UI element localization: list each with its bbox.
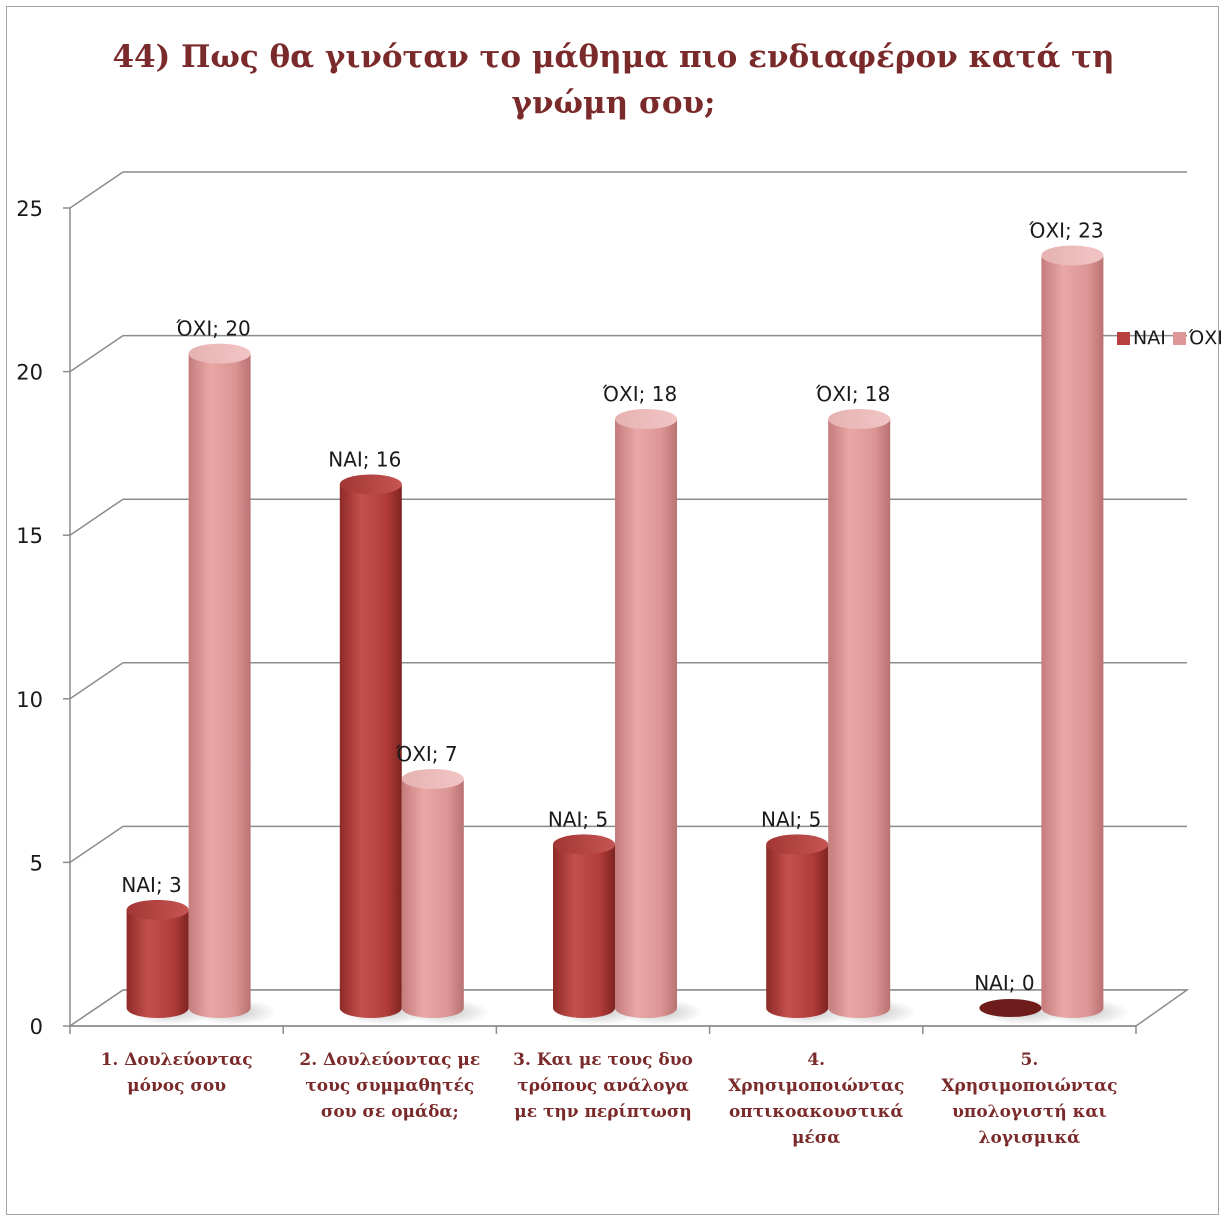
gridline-diagonal: [69, 825, 124, 864]
bar-cap-nai-1: [126, 899, 189, 920]
bar-cap-oxi-3: [615, 409, 677, 430]
bar-cap-nai-2: [339, 474, 402, 495]
data-label: ΝΑΙ; 5: [761, 807, 821, 831]
data-label: ΌΧΙ; 23: [1028, 218, 1103, 242]
data-label: ΝΑΙ; 16: [328, 447, 401, 471]
bar-oxi-3: [615, 419, 677, 1018]
y-tick-label: 0: [30, 1015, 43, 1039]
chart-title: 44) Πως θα γινόταν το μάθημα πιο ενδιαφέ…: [0, 34, 1227, 126]
bar-nai-2: [339, 484, 402, 1019]
bar-cap-oxi-4: [828, 409, 891, 430]
category-label: 1. Δουλεύοντας: [101, 1050, 253, 1070]
y-tick-label: 10: [16, 688, 43, 712]
bar-nai-5: [979, 999, 1042, 1017]
category-label: μέσα: [792, 1128, 840, 1148]
bar-cap-oxi-5: [1041, 245, 1104, 266]
legend-label-oxi: ΌΧΙ: [1188, 327, 1223, 349]
data-label: ΌΧΙ; 18: [815, 382, 890, 406]
category-label: υπολογιστή και: [952, 1102, 1107, 1122]
y-tick-label: 5: [30, 851, 43, 875]
data-label: ΝΑΙ; 5: [548, 807, 608, 831]
bar-oxi-1: [188, 353, 251, 1019]
legend-swatch-oxi: [1172, 331, 1186, 345]
bar-nai-1: [126, 909, 189, 1019]
category-label: 3. Και με τους δυο: [513, 1050, 693, 1070]
data-label: ΝΑΙ; 3: [121, 873, 181, 897]
category-label: μόνος σου: [127, 1076, 226, 1096]
gridline-diagonal: [69, 334, 124, 373]
category-label: τους συμμαθητές: [305, 1076, 474, 1096]
chart-title-line-1: 44) Πως θα γινόταν το μάθημα πιο ενδιαφέ…: [112, 39, 1115, 75]
y-tick-label: 15: [16, 524, 43, 548]
data-label: ΌΧΙ; 18: [602, 382, 677, 406]
bar-oxi-5: [1041, 255, 1104, 1018]
category-label: 2. Δουλεύοντας με: [299, 1050, 480, 1070]
chart-title-line-2: γνώμη σου;: [511, 85, 716, 121]
data-label: ΝΑΙ; 0: [974, 971, 1034, 995]
gridline-diagonal: [69, 171, 124, 209]
category-label: οπτικοακουστικά: [729, 1102, 904, 1122]
bar-nai-4: [766, 844, 829, 1018]
category-label: τρόπους ανάλογα: [517, 1076, 688, 1096]
category-label: σου σε ομάδα;: [321, 1102, 459, 1122]
category-label: 4.: [807, 1050, 825, 1070]
gridline-diagonal: [69, 662, 124, 700]
bar-cap-oxi-2: [401, 768, 464, 789]
data-label: ΌΧΙ; 20: [175, 317, 250, 341]
gridline-diagonal: [69, 498, 124, 536]
y-tick-label: 20: [16, 361, 43, 385]
bar-oxi-4: [828, 419, 891, 1018]
legend-label-nai: ΝΑΙ: [1133, 327, 1166, 349]
category-label: λογισμικά: [979, 1128, 1081, 1148]
category-label: Χρησιμοποιώντας: [941, 1076, 1117, 1096]
bar-oxi-2: [401, 778, 464, 1018]
bar-cap-oxi-1: [188, 343, 251, 364]
data-label: ΌΧΙ; 7: [395, 742, 458, 766]
y-tick-label: 25: [16, 197, 43, 221]
category-label: με την περίπτωση: [514, 1102, 691, 1122]
legend-swatch-nai: [1117, 331, 1130, 345]
category-label: 5.: [1021, 1050, 1039, 1070]
bar-nai-3: [553, 844, 615, 1018]
bar-cap-nai-3: [553, 834, 615, 855]
bar-cap-nai-4: [766, 834, 829, 855]
legend: ΝΑΙ ΌΧΙ: [1117, 327, 1223, 349]
category-label: Χρησιμοποιώντας: [728, 1076, 904, 1096]
